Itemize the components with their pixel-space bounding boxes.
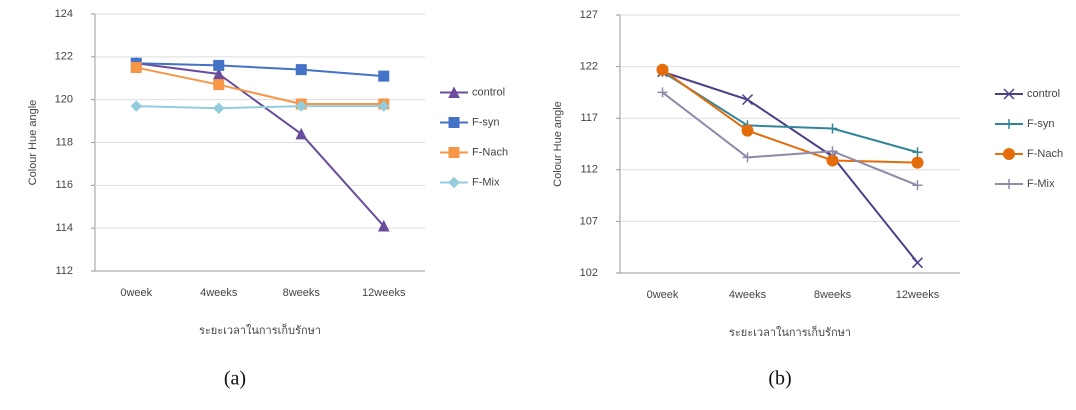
marker (379, 71, 389, 81)
marker (913, 258, 923, 268)
x-tick-label: 0week (120, 287, 152, 299)
marker (296, 65, 306, 75)
marker (827, 155, 839, 167)
y-tick-label: 107 (580, 215, 598, 227)
legend-label: F-Mix (1027, 178, 1055, 190)
marker (131, 63, 141, 73)
marker (1004, 119, 1014, 129)
marker (743, 95, 753, 105)
x-tick-label: 4weeks (729, 289, 767, 301)
y-tick-label: 112 (580, 164, 598, 176)
legend-label: F-Nach (1027, 148, 1063, 160)
y-tick-label: 127 (580, 9, 598, 21)
marker (214, 103, 224, 113)
marker (657, 64, 669, 76)
legend-label: F-Nach (472, 146, 508, 158)
y-tick-label: 118 (55, 136, 73, 148)
series-line (136, 63, 384, 226)
x-tick-label: 8weeks (283, 287, 321, 299)
x-axis-label: ระยะเวลาในการเก็บรักษา (199, 323, 321, 337)
legend-label: control (472, 86, 505, 98)
marker (449, 178, 459, 188)
x-tick-label: 4weeks (200, 287, 238, 299)
marker (449, 148, 459, 158)
marker (1004, 179, 1014, 189)
marker (828, 124, 838, 134)
series-line (136, 106, 384, 108)
marker (131, 101, 141, 111)
caption: (b) (768, 368, 791, 390)
marker (214, 80, 224, 90)
y-tick-label: 122 (580, 61, 598, 73)
series-line (136, 63, 384, 76)
marker (913, 180, 923, 190)
series-line (663, 92, 918, 185)
series-line (663, 72, 918, 263)
y-tick-label: 117 (580, 112, 598, 124)
y-tick-label: 116 (55, 179, 73, 191)
x-tick-label: 12weeks (362, 287, 406, 299)
legend-label: control (1027, 88, 1060, 100)
y-tick-label: 102 (580, 267, 598, 279)
y-tick-label: 124 (55, 8, 73, 20)
figure: 112 114 116 118 120 122 124 0week 4weeks 8weeks 12… (0, 0, 1076, 410)
legend-label: F-syn (472, 116, 500, 128)
x-axis-label: ระยะเวลาในการเก็บรักษา (729, 325, 851, 339)
legend-label: F-syn (1027, 118, 1055, 130)
y-tick-label: 122 (55, 51, 73, 63)
legend-label: F-Mix (472, 176, 500, 188)
marker (913, 147, 923, 157)
marker (449, 118, 459, 128)
x-tick-label: 0week (647, 289, 679, 301)
x-tick-label: 8weeks (814, 289, 852, 301)
y-axis-label: Colour Hue angle (552, 101, 564, 187)
marker (742, 125, 754, 137)
y-tick-label: 114 (55, 222, 73, 234)
y-axis-label: Colour Hue angle (27, 100, 39, 186)
caption: (a) (224, 368, 246, 390)
x-tick-label: 12weeks (896, 289, 940, 301)
y-tick-label: 120 (55, 94, 73, 106)
marker (912, 157, 924, 169)
y-tick-label: 112 (55, 265, 73, 277)
marker (214, 60, 224, 70)
marker (1003, 148, 1015, 160)
